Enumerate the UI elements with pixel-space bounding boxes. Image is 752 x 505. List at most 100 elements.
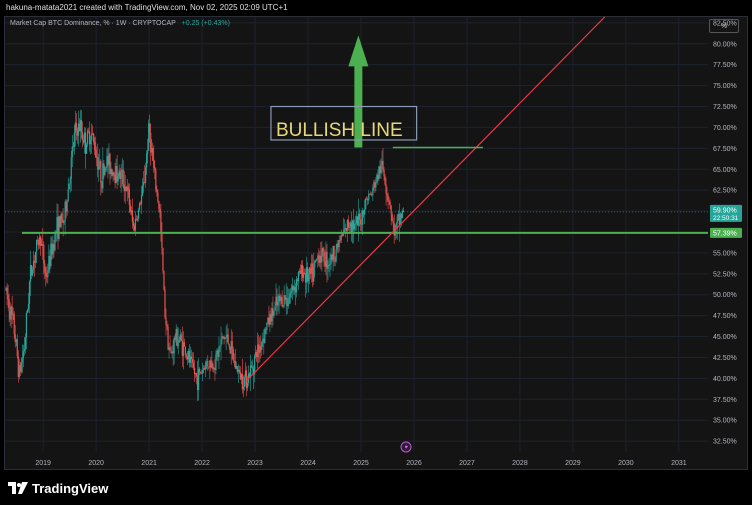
candle-body xyxy=(100,160,102,183)
candle-body xyxy=(383,169,385,177)
candle-body xyxy=(29,265,32,282)
y-tick-label: 42.50% xyxy=(713,355,737,362)
candle-body xyxy=(361,224,363,226)
candle-body xyxy=(176,328,178,347)
chart-frame[interactable] xyxy=(4,16,748,470)
candle-body xyxy=(19,365,21,372)
y-tick-label: 62.50% xyxy=(713,188,737,195)
candle-body xyxy=(109,153,111,174)
candle-body xyxy=(263,338,265,344)
candle-body xyxy=(7,294,9,300)
candle-body xyxy=(258,344,260,353)
x-tick-label: 2031 xyxy=(671,460,687,467)
candle-body xyxy=(344,227,346,230)
candle-body xyxy=(306,267,308,283)
candle-body xyxy=(205,362,207,370)
tradingview-logo-icon xyxy=(8,482,28,494)
candle-body xyxy=(182,342,184,356)
candle-body xyxy=(338,240,340,248)
candle-body xyxy=(255,352,257,356)
candle-body xyxy=(397,214,399,217)
candle-body xyxy=(367,199,369,201)
candle-body xyxy=(377,174,379,180)
tradingview-logo[interactable]: TradingView xyxy=(8,481,108,496)
candle-body xyxy=(219,345,221,347)
candle-body xyxy=(295,279,298,293)
candle-body xyxy=(30,265,33,276)
candle-body xyxy=(228,343,230,347)
candle-body xyxy=(69,178,71,184)
candle-body xyxy=(210,360,212,368)
candle-body xyxy=(59,216,61,228)
candle-body xyxy=(282,305,284,307)
candle-body xyxy=(191,359,194,363)
candle-body xyxy=(237,369,239,372)
symbol-legend[interactable]: Market Cap BTC Dominance, % · 1W · CRYPT… xyxy=(10,20,230,27)
candle-body xyxy=(134,218,137,231)
candle-body xyxy=(308,274,310,282)
candle-body xyxy=(315,260,317,261)
candle-body xyxy=(126,186,128,192)
candle-body xyxy=(293,286,295,291)
candle-body xyxy=(52,244,54,255)
x-tick-label: 2027 xyxy=(459,460,475,467)
candle-body xyxy=(330,254,332,264)
price-axis[interactable]: 32.50% 35.00% 37.50% 40.00% 42.50% 45.00% 47.5… xyxy=(710,20,742,446)
candle-body xyxy=(233,360,235,362)
candle-body xyxy=(284,295,286,300)
candle-body xyxy=(224,337,226,340)
trend-line xyxy=(246,16,606,381)
candle-body xyxy=(281,297,283,307)
time-axis[interactable]: 2019 2020 2021 2022 2023 2024 2025 2026 2027 2028… xyxy=(35,441,687,467)
y-tick-label: 72.50% xyxy=(713,104,737,111)
candle-body xyxy=(33,260,36,263)
candle-body xyxy=(116,166,118,182)
candle-body xyxy=(213,368,215,370)
candle-body xyxy=(41,244,43,246)
candle-body xyxy=(271,308,273,322)
candle-body xyxy=(21,358,23,363)
candle-body xyxy=(124,186,126,192)
axis-unit-button[interactable]: % xyxy=(709,19,739,33)
candle-body xyxy=(162,248,164,271)
candle-body xyxy=(173,337,175,354)
candle-body xyxy=(87,130,90,132)
candle-body xyxy=(172,351,174,354)
candle-body xyxy=(169,347,171,351)
candle-body xyxy=(14,334,16,343)
candle-body xyxy=(388,200,390,202)
support-price-tag xyxy=(710,227,742,238)
candle-body xyxy=(300,265,303,274)
candle-body xyxy=(54,232,56,251)
candle-body xyxy=(185,355,187,357)
candle-body xyxy=(209,360,211,368)
candle-body xyxy=(252,367,254,369)
candle-body xyxy=(196,376,199,391)
candle-body xyxy=(335,249,337,262)
chart-canvas[interactable]: BULLISH LINE 32.50% 35.00% 37.50% 40.00% 42.… xyxy=(0,0,752,470)
candle-body xyxy=(161,232,163,249)
candle-body xyxy=(376,174,378,182)
candle-body xyxy=(130,210,132,212)
candle-body xyxy=(353,223,356,230)
candle-body xyxy=(129,205,131,212)
candle-body xyxy=(107,156,109,166)
x-tick-label: 2029 xyxy=(565,460,581,467)
candle-body xyxy=(198,368,200,391)
candle-body xyxy=(157,192,159,202)
candle-body xyxy=(178,339,180,343)
candle-body xyxy=(288,297,290,304)
candle-body xyxy=(253,367,255,375)
candle-body xyxy=(370,193,372,195)
candle-body xyxy=(291,285,293,292)
candle-body xyxy=(187,350,190,360)
candle-body xyxy=(66,201,68,212)
candle-body xyxy=(289,293,291,298)
candle-body xyxy=(375,181,377,188)
last-price-tag xyxy=(710,204,742,222)
candle-body xyxy=(165,317,167,325)
candle-body xyxy=(243,377,246,387)
candle-body xyxy=(318,255,320,263)
y-tick-label: 65.00% xyxy=(713,167,737,174)
candle-body xyxy=(240,373,242,380)
